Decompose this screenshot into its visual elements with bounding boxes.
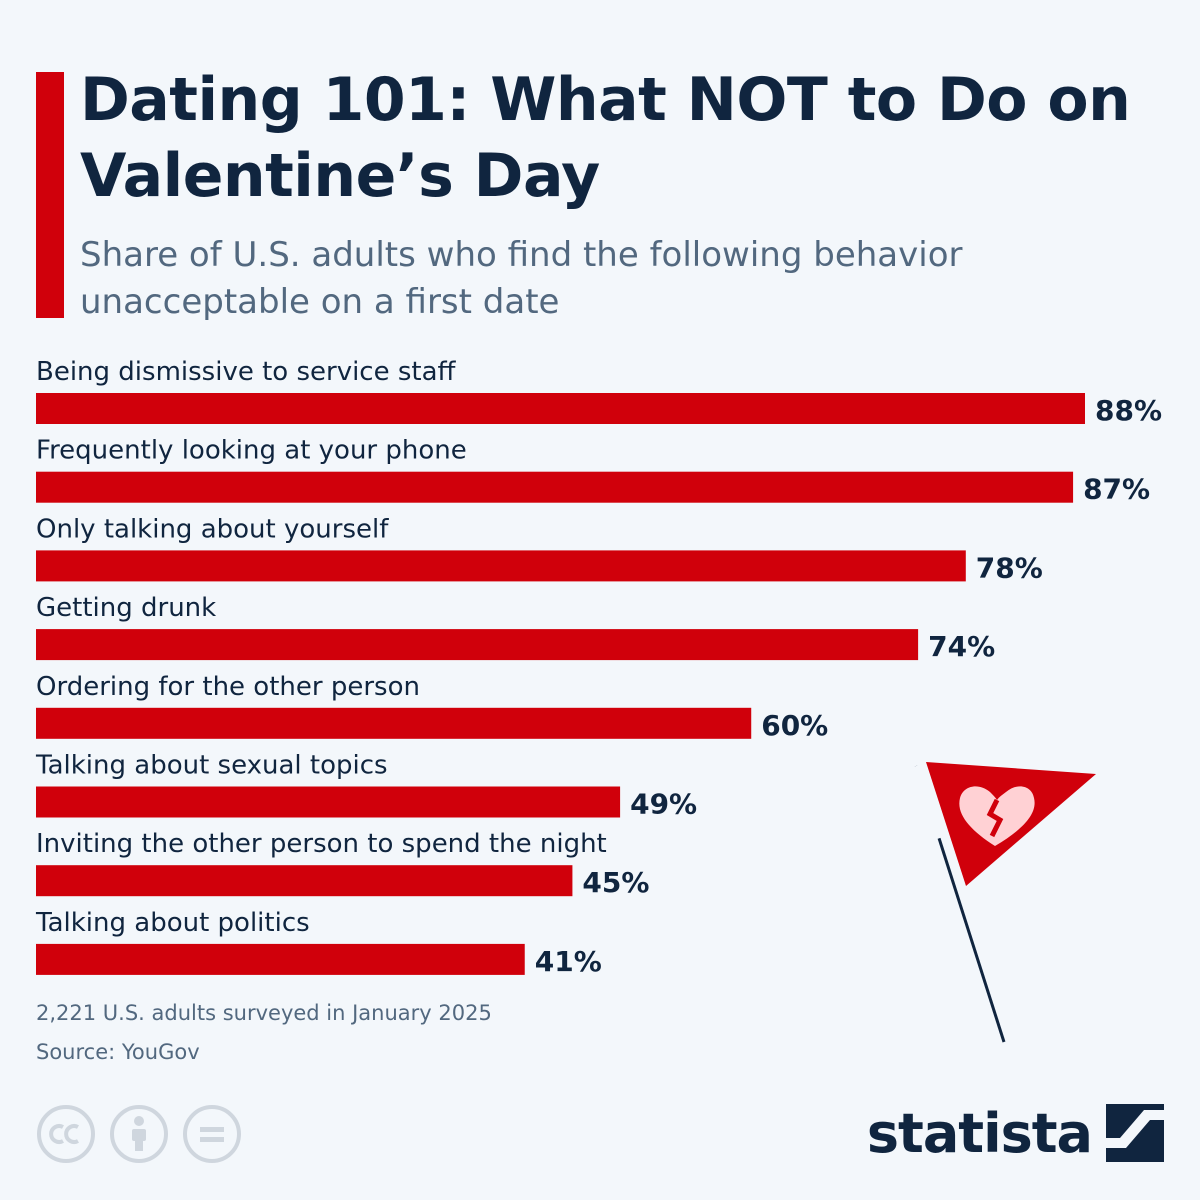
category-label: Being dismissive to service staff (36, 357, 457, 387)
category-label: Only talking about yourself (36, 514, 389, 544)
category-label: Frequently looking at your phone (36, 436, 467, 466)
chart-title: Dating 101: What NOT to Do on Valentine’… (80, 65, 1131, 211)
bar (36, 865, 573, 897)
value-label: 45% (582, 866, 649, 899)
chart-subtitle: Share of U.S. adults who find the follow… (80, 235, 963, 322)
title-accent-bar (36, 72, 64, 318)
value-label: 88% (1095, 394, 1162, 427)
bar (36, 943, 525, 975)
source-label: Source: YouGov (36, 1040, 200, 1064)
value-label: 87% (1083, 473, 1150, 506)
survey-note: 2,221 U.S. adults surveyed in January 20… (36, 1001, 492, 1025)
value-label: 74% (928, 630, 995, 663)
cc-icon (37, 1105, 95, 1163)
bar (36, 707, 752, 739)
category-label: Ordering for the other person (36, 672, 420, 702)
value-label: 49% (630, 788, 697, 821)
no-derivatives-icon (183, 1105, 241, 1163)
brand-name: statista (866, 1101, 1093, 1165)
red-flag-broken-heart-icon (913, 762, 1096, 1043)
bar (36, 471, 1074, 503)
category-label: Talking about politics (35, 908, 310, 938)
bar (36, 786, 621, 818)
category-label: Inviting the other person to spend the n… (36, 829, 607, 859)
brand-block: statista (867, 1098, 1164, 1168)
statista-logo-icon (1106, 1104, 1164, 1162)
category-label: Talking about sexual topics (35, 751, 388, 781)
attribution-icon (110, 1105, 168, 1163)
category-label: Getting drunk (36, 593, 216, 623)
bar-chart: Being dismissive to service staff 88% Freq… (35, 357, 1162, 978)
value-label: 41% (535, 945, 602, 978)
bar (36, 393, 1085, 424)
license-icons (37, 1105, 241, 1163)
value-label: 78% (976, 551, 1043, 584)
value-label: 60% (761, 709, 828, 742)
bar (36, 629, 919, 661)
bar (36, 550, 966, 582)
